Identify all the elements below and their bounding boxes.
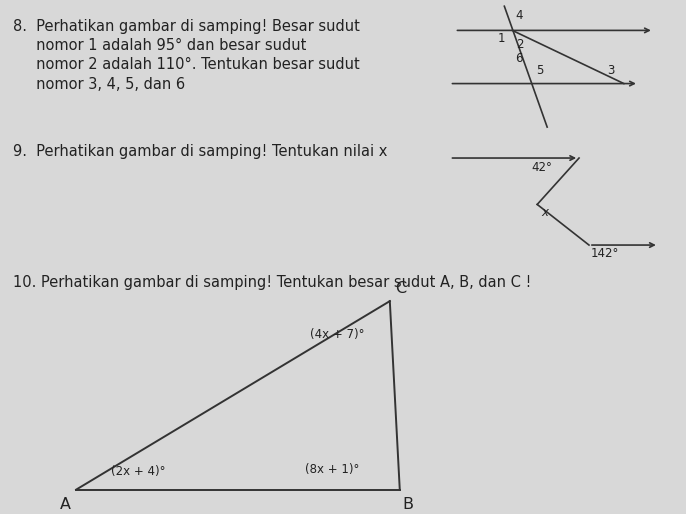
Text: 8.  Perhatikan gambar di samping! Besar sudut: 8. Perhatikan gambar di samping! Besar s… <box>13 19 360 34</box>
Text: 142°: 142° <box>591 247 619 260</box>
Text: (2x + 4)°: (2x + 4)° <box>111 465 165 478</box>
Text: 6: 6 <box>515 52 523 65</box>
Text: 1: 1 <box>498 32 506 45</box>
Text: nomor 3, 4, 5, dan 6: nomor 3, 4, 5, dan 6 <box>13 77 185 92</box>
Text: nomor 1 adalah 95° dan besar sudut: nomor 1 adalah 95° dan besar sudut <box>13 38 307 53</box>
Text: 10. Perhatikan gambar di samping! Tentukan besar sudut A, B, dan C !: 10. Perhatikan gambar di samping! Tentuk… <box>13 275 532 290</box>
Text: (4x + 7)°: (4x + 7)° <box>310 328 365 341</box>
Text: 4: 4 <box>515 9 523 22</box>
Text: 2: 2 <box>517 38 524 51</box>
Text: (8x + 1)°: (8x + 1)° <box>305 463 359 476</box>
Text: 9.  Perhatikan gambar di samping! Tentukan nilai x: 9. Perhatikan gambar di samping! Tentuka… <box>13 144 388 159</box>
Text: x: x <box>541 207 548 219</box>
Text: nomor 2 adalah 110°. Tentukan besar sudut: nomor 2 adalah 110°. Tentukan besar sudu… <box>13 58 360 72</box>
Text: 3: 3 <box>607 64 614 77</box>
Text: 42°: 42° <box>531 161 552 174</box>
Text: 5: 5 <box>536 64 543 77</box>
Text: C: C <box>394 281 406 296</box>
Text: B: B <box>403 498 414 512</box>
Text: A: A <box>60 498 71 512</box>
